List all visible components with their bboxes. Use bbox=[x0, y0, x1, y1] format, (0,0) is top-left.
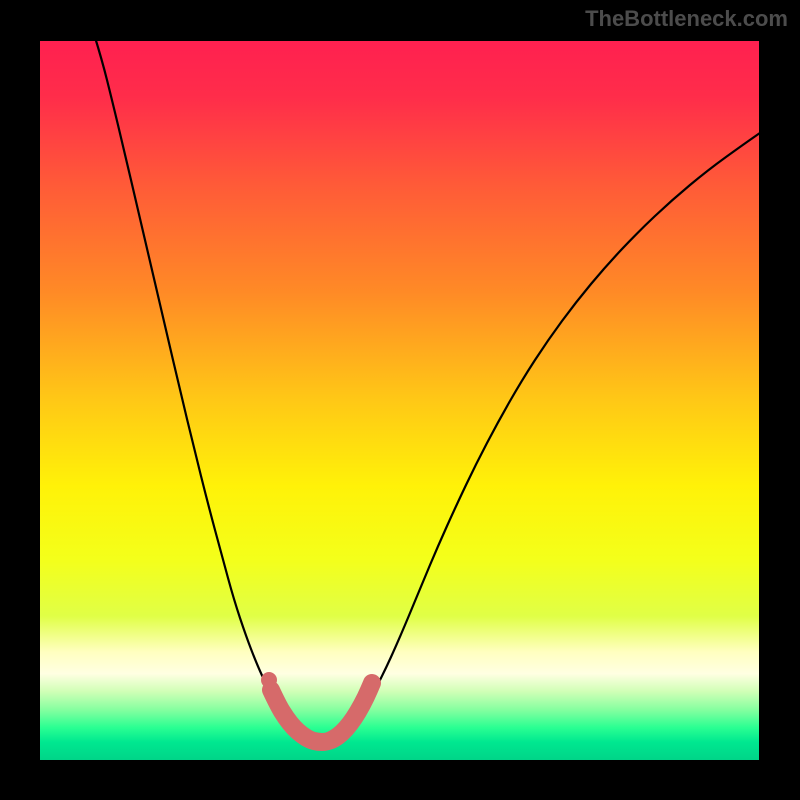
trough-start-dot bbox=[261, 672, 277, 688]
chart-svg bbox=[0, 0, 800, 800]
gradient-background bbox=[40, 40, 760, 760]
chart-root: TheBottleneck.com bbox=[0, 0, 800, 800]
watermark-text: TheBottleneck.com bbox=[585, 6, 788, 32]
